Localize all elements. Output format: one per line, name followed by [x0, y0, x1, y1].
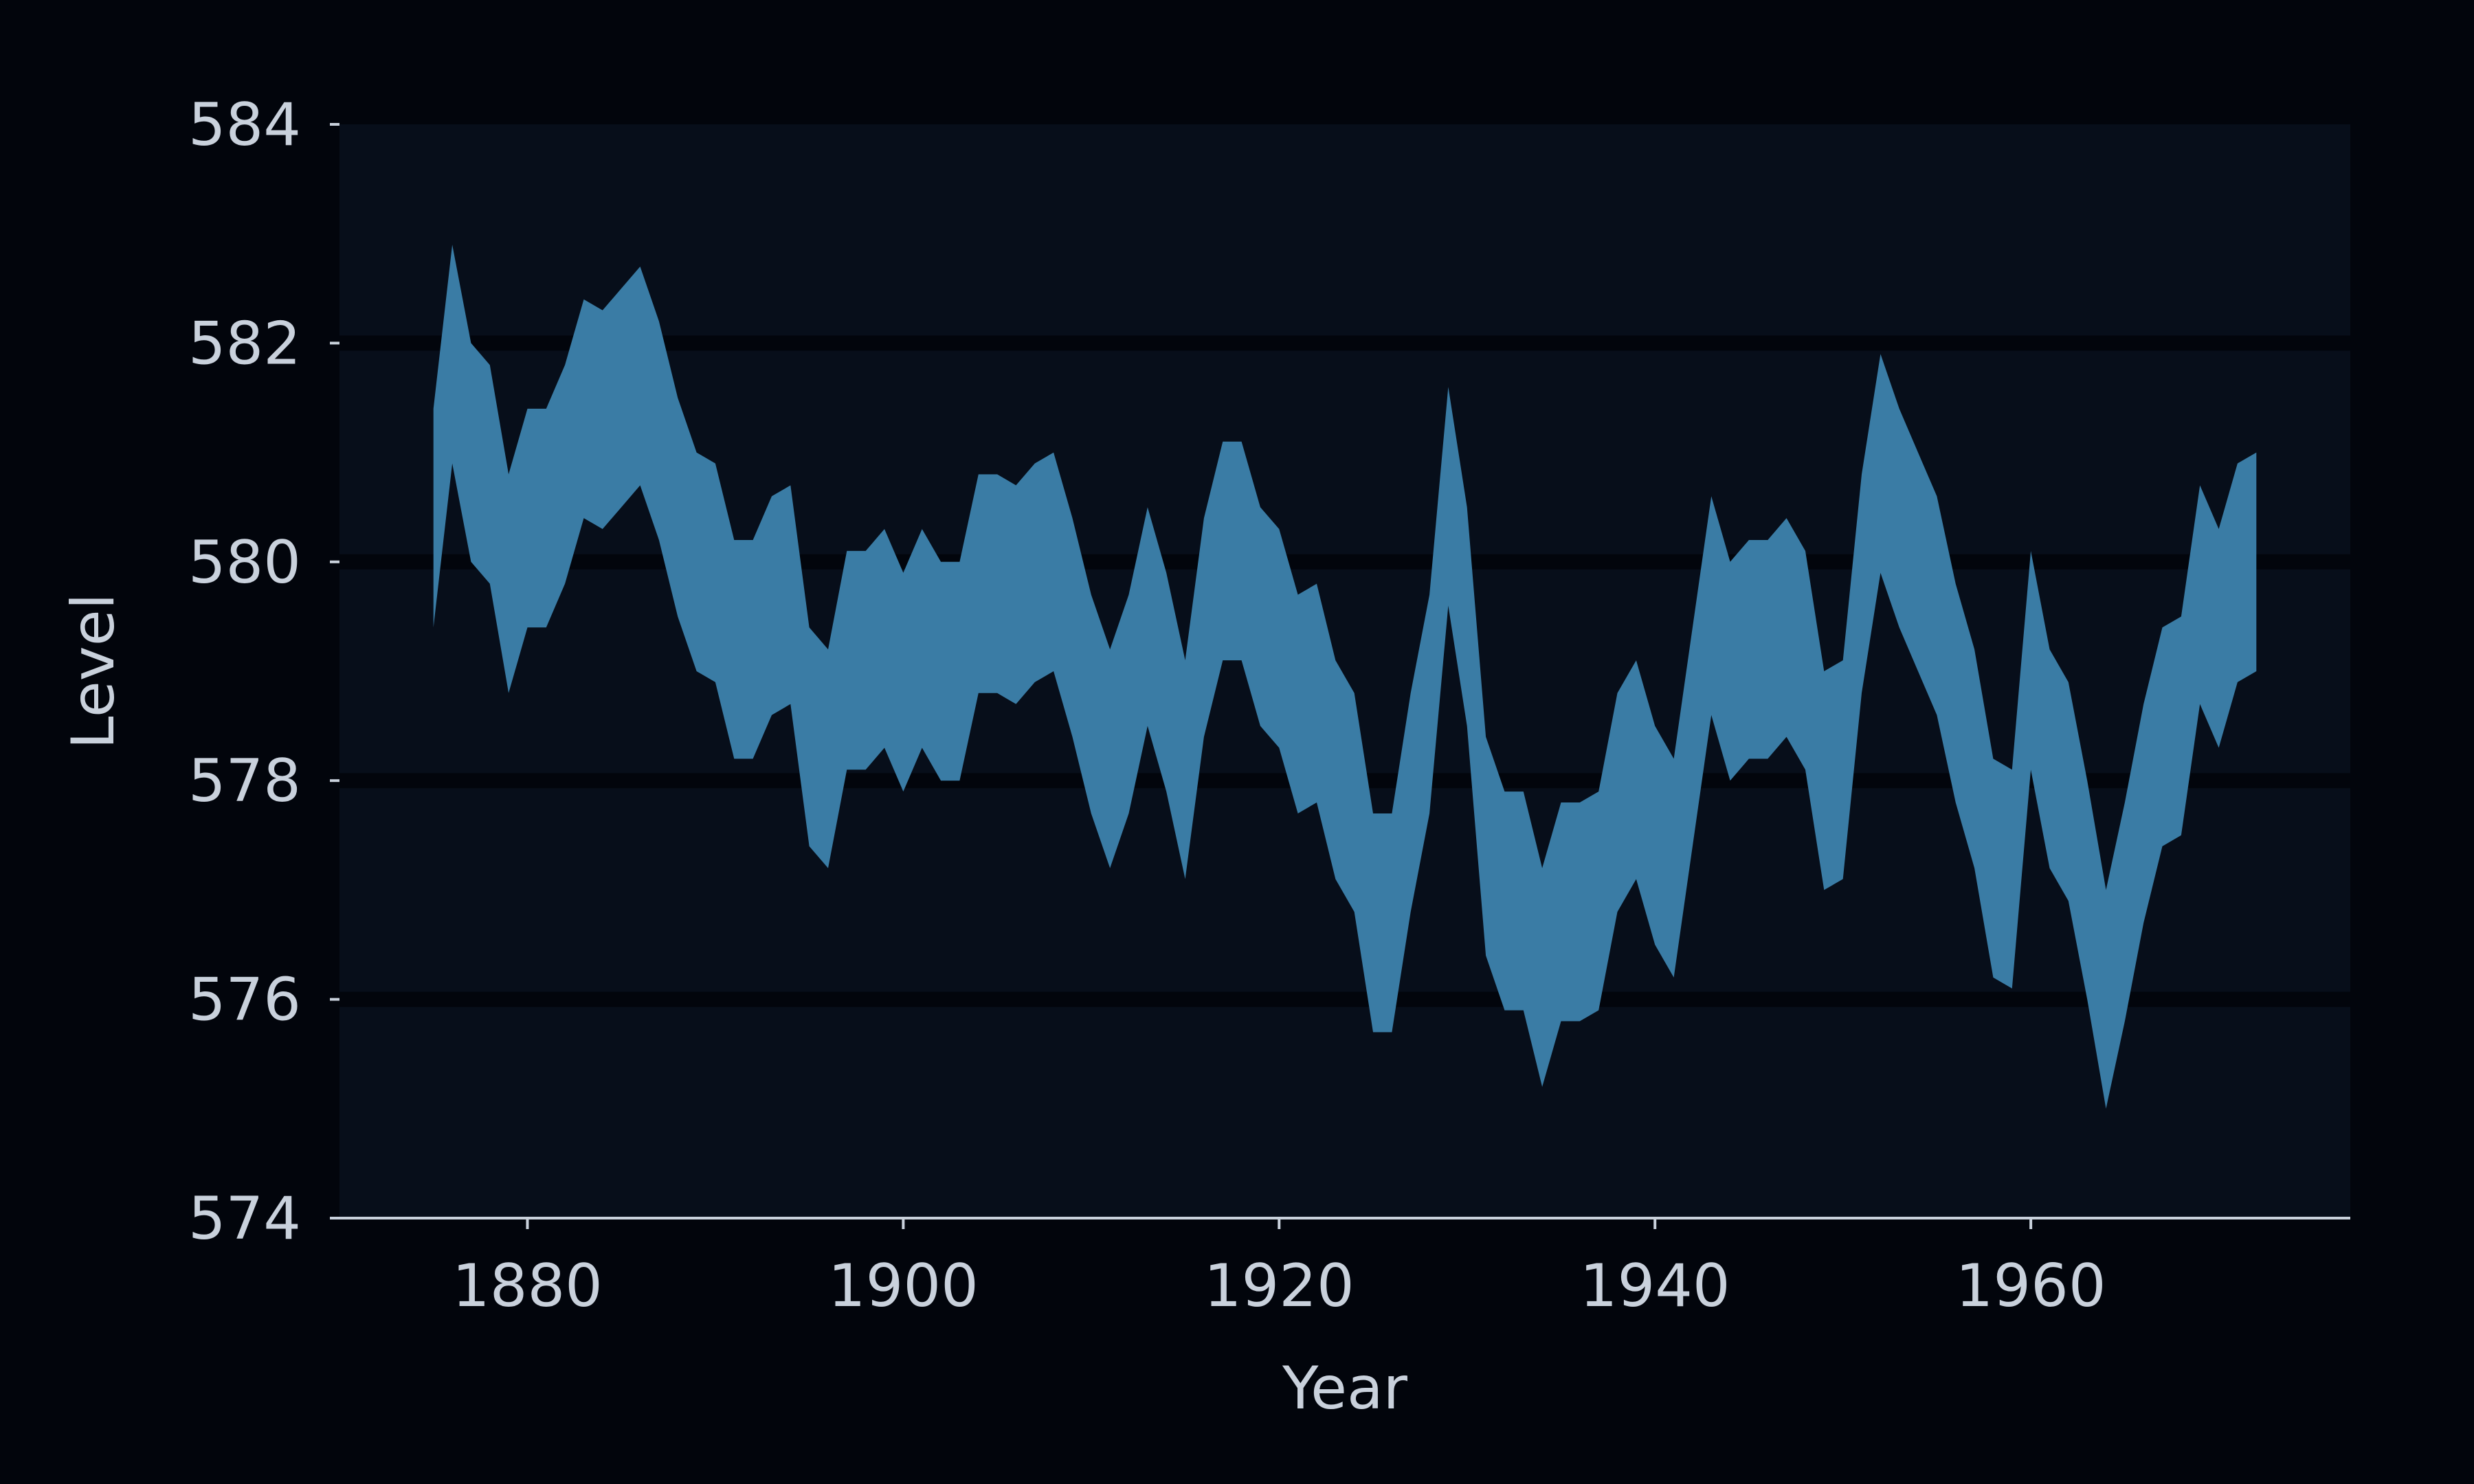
y-axis-label: Level — [59, 593, 128, 749]
x-tick-label: 1920 — [1204, 1252, 1355, 1320]
y-tick-label: 576 — [188, 966, 301, 1035]
y-tick-label: 582 — [188, 309, 301, 378]
y-tick-label: 578 — [188, 747, 301, 816]
x-axis-ticks: 1880 1900 1920 1940 1960 — [452, 1218, 2106, 1320]
y-tick-label: 580 — [188, 528, 301, 597]
x-tick-label: 1960 — [1956, 1252, 2106, 1320]
x-tick-label: 1880 — [452, 1252, 603, 1320]
level-band-area — [433, 245, 2257, 1109]
x-tick-label: 1940 — [1580, 1252, 1730, 1320]
y-tick-label: 574 — [188, 1184, 301, 1253]
y-tick-label: 584 — [188, 91, 301, 159]
y-axis-ticks: 574 576 578 580 582 584 — [188, 91, 339, 1253]
x-tick-label: 1900 — [828, 1252, 979, 1320]
x-axis-label: Year — [1282, 1354, 1408, 1423]
plot-area — [339, 124, 2350, 1218]
